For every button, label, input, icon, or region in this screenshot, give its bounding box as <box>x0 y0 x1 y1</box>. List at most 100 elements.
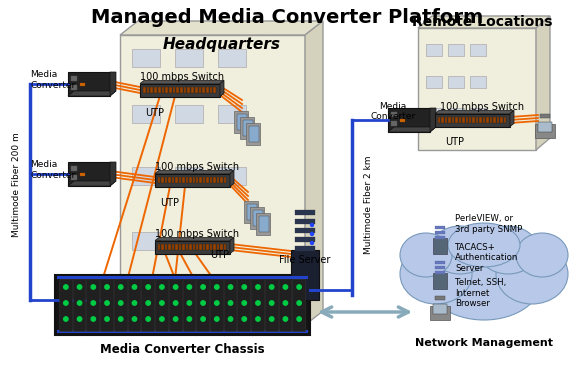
FancyBboxPatch shape <box>132 49 160 67</box>
FancyBboxPatch shape <box>55 275 310 335</box>
Polygon shape <box>510 111 514 126</box>
FancyBboxPatch shape <box>86 279 99 331</box>
Text: Network Management: Network Management <box>415 338 553 348</box>
Ellipse shape <box>478 226 538 274</box>
Text: Remote Locations: Remote Locations <box>412 15 552 29</box>
Circle shape <box>256 317 260 321</box>
Text: 100 mbps Switch: 100 mbps Switch <box>155 162 239 172</box>
Text: UTP: UTP <box>160 198 179 208</box>
FancyBboxPatch shape <box>438 117 440 123</box>
Circle shape <box>201 317 205 321</box>
FancyBboxPatch shape <box>158 177 160 183</box>
Text: Media
Converter: Media Converter <box>30 70 75 90</box>
FancyBboxPatch shape <box>251 279 264 331</box>
Circle shape <box>242 301 247 305</box>
FancyBboxPatch shape <box>180 87 183 93</box>
Circle shape <box>187 317 191 321</box>
Polygon shape <box>110 162 116 186</box>
FancyBboxPatch shape <box>433 238 447 254</box>
Circle shape <box>242 285 247 289</box>
FancyBboxPatch shape <box>165 244 167 250</box>
FancyBboxPatch shape <box>169 279 182 331</box>
FancyBboxPatch shape <box>455 117 458 123</box>
Ellipse shape <box>400 244 472 304</box>
Circle shape <box>91 301 95 305</box>
FancyBboxPatch shape <box>186 244 188 250</box>
FancyBboxPatch shape <box>203 177 205 183</box>
Circle shape <box>242 317 247 321</box>
FancyBboxPatch shape <box>132 232 160 250</box>
FancyBboxPatch shape <box>391 121 397 126</box>
Circle shape <box>310 224 313 226</box>
FancyBboxPatch shape <box>217 177 219 183</box>
FancyBboxPatch shape <box>469 117 472 123</box>
Polygon shape <box>435 111 514 113</box>
FancyBboxPatch shape <box>206 244 209 250</box>
FancyBboxPatch shape <box>172 87 175 93</box>
Circle shape <box>118 317 123 321</box>
Circle shape <box>78 285 82 289</box>
FancyBboxPatch shape <box>189 177 191 183</box>
FancyBboxPatch shape <box>114 279 126 331</box>
Text: Headquarters: Headquarters <box>163 37 281 52</box>
FancyBboxPatch shape <box>213 87 216 93</box>
FancyBboxPatch shape <box>168 244 171 250</box>
Text: Managed Media Converter Platform: Managed Media Converter Platform <box>91 8 483 27</box>
FancyBboxPatch shape <box>71 76 77 81</box>
Text: UTP: UTP <box>145 108 164 118</box>
FancyBboxPatch shape <box>68 162 110 186</box>
Ellipse shape <box>426 240 542 320</box>
Text: Multimode Fiber 2 km: Multimode Fiber 2 km <box>364 156 373 254</box>
Polygon shape <box>140 80 224 83</box>
FancyBboxPatch shape <box>259 216 269 232</box>
Circle shape <box>214 285 219 289</box>
FancyBboxPatch shape <box>504 117 506 123</box>
Circle shape <box>201 285 205 289</box>
FancyBboxPatch shape <box>182 177 185 183</box>
Text: Media
Converter: Media Converter <box>370 102 416 121</box>
FancyBboxPatch shape <box>388 108 430 132</box>
FancyBboxPatch shape <box>213 177 216 183</box>
FancyBboxPatch shape <box>247 204 257 220</box>
FancyBboxPatch shape <box>243 120 253 136</box>
Circle shape <box>174 317 178 321</box>
FancyBboxPatch shape <box>68 72 110 96</box>
FancyBboxPatch shape <box>295 246 315 251</box>
FancyBboxPatch shape <box>253 210 263 226</box>
Circle shape <box>160 317 164 321</box>
FancyBboxPatch shape <box>448 44 464 56</box>
Circle shape <box>105 285 109 289</box>
FancyBboxPatch shape <box>538 122 552 132</box>
FancyBboxPatch shape <box>143 87 145 93</box>
FancyBboxPatch shape <box>237 279 250 331</box>
FancyBboxPatch shape <box>120 35 305 325</box>
Text: Media
Converter: Media Converter <box>30 160 75 180</box>
Circle shape <box>214 317 219 321</box>
FancyBboxPatch shape <box>210 279 223 331</box>
Text: Media Converter Chassis: Media Converter Chassis <box>100 343 265 356</box>
FancyBboxPatch shape <box>459 117 461 123</box>
FancyBboxPatch shape <box>213 244 216 250</box>
FancyBboxPatch shape <box>435 236 445 239</box>
Circle shape <box>105 301 109 305</box>
Circle shape <box>174 285 178 289</box>
FancyBboxPatch shape <box>265 279 278 331</box>
FancyBboxPatch shape <box>193 244 195 250</box>
Circle shape <box>256 301 260 305</box>
Circle shape <box>310 232 313 236</box>
FancyBboxPatch shape <box>244 201 258 223</box>
FancyBboxPatch shape <box>172 244 174 250</box>
Circle shape <box>160 285 164 289</box>
FancyBboxPatch shape <box>57 276 308 279</box>
FancyBboxPatch shape <box>433 273 447 289</box>
FancyBboxPatch shape <box>172 177 174 183</box>
FancyBboxPatch shape <box>182 244 185 250</box>
Circle shape <box>64 285 68 289</box>
FancyBboxPatch shape <box>452 117 454 123</box>
FancyBboxPatch shape <box>57 330 308 333</box>
Polygon shape <box>536 16 550 150</box>
FancyBboxPatch shape <box>430 306 450 320</box>
FancyBboxPatch shape <box>246 123 260 145</box>
Circle shape <box>132 301 137 305</box>
FancyBboxPatch shape <box>158 87 160 93</box>
